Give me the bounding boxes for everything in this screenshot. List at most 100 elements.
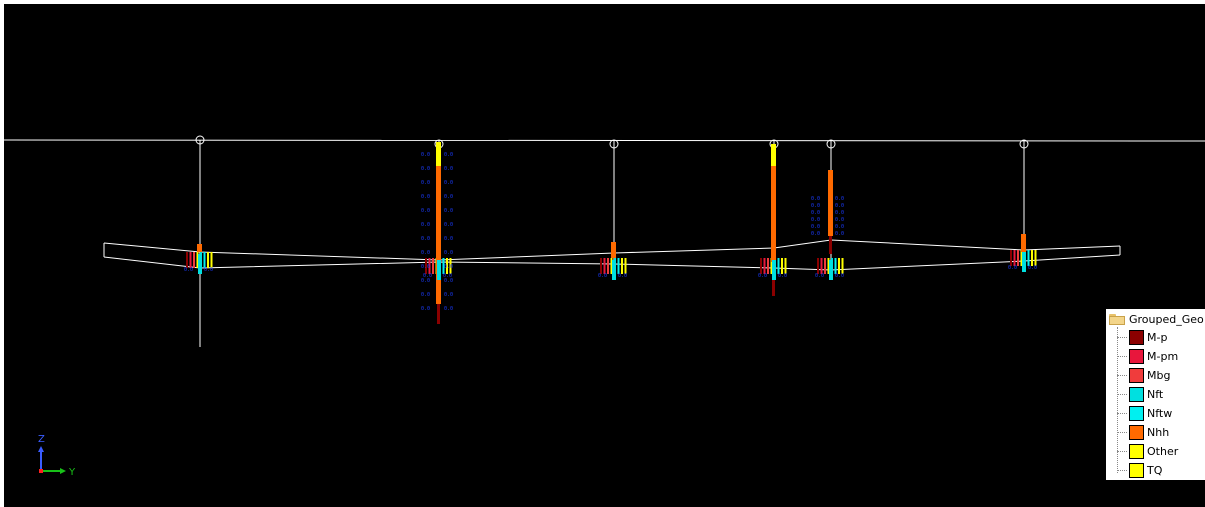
result-value-label: 0.0 — [835, 210, 844, 216]
legend-item-label: Nftw — [1147, 407, 1173, 420]
result-bar-m-pm — [1013, 250, 1016, 266]
result-value-label: 0.0 — [444, 292, 453, 298]
model-scene[interactable]: 0.0 0.00.0 0.00.0 0.00.0 0.00.0 0.00.0 0.00.0 0… — [4, 4, 1205, 507]
result-bar-nhh — [828, 170, 833, 236]
legend-swatch — [1129, 349, 1144, 364]
result-value-label: 0.0 — [444, 278, 453, 284]
result-value-label: 0.0 — [811, 231, 820, 237]
result-bar-m-p — [772, 280, 775, 296]
result-bar-tq — [1034, 250, 1037, 266]
legend-item-nhh[interactable]: Nhh — [1117, 423, 1169, 442]
node-marker — [609, 139, 619, 149]
result-bar-other — [838, 258, 840, 274]
result-value-label: 0.0 — [835, 224, 844, 230]
result-value-label: 0.0 — [835, 217, 844, 223]
result-bar-nftw — [203, 252, 206, 268]
legend-item-label: Nhh — [1147, 426, 1170, 439]
tree-branch — [1117, 337, 1127, 338]
result-value-label: 0.0 — [835, 196, 844, 202]
legend-panel[interactable]: Grouped_Geo M-p M-pm Mbg Nft Nftw Nhh Other TQ — [1106, 309, 1205, 480]
result-value-label: 0.0 — [444, 250, 453, 256]
legend-swatch — [1129, 463, 1144, 478]
result-bar-m-p — [186, 252, 188, 268]
legend-swatch — [1129, 368, 1144, 383]
result-value-label: 0.0 — [421, 250, 430, 256]
legend-item-other[interactable]: Other — [1117, 442, 1178, 461]
result-bar-nhh — [771, 162, 776, 262]
result-bar-m-pm — [428, 258, 431, 274]
legend-item-label: Nft — [1147, 388, 1164, 401]
result-diagrams: 0.0 0.00.0 0.00.0 0.00.0 0.00.0 0.00.0 0.00.0 0… — [184, 142, 1037, 324]
result-value-label: 0.0 — [444, 264, 453, 270]
legend-item-nft[interactable]: Nft — [1117, 385, 1163, 404]
result-bar-m-p — [1010, 250, 1012, 266]
result-value-label: 0.0 — [835, 273, 844, 279]
tree-branch — [1117, 394, 1127, 395]
legend-swatch — [1129, 387, 1144, 402]
result-bar-other — [610, 258, 613, 274]
legend-swatch — [1129, 406, 1144, 421]
result-value-label: 0.0 — [1008, 265, 1017, 271]
result-value-label: 0.0 — [444, 180, 453, 186]
result-value-label: 0.0 — [444, 208, 453, 214]
result-bar-m-p — [425, 258, 427, 274]
result-value-label: 0.0 — [421, 292, 430, 298]
result-bar-nft — [437, 260, 441, 280]
result-bar-m-p — [829, 236, 832, 254]
result-value-label: 0.0 — [444, 236, 453, 242]
result-bar-other — [196, 252, 199, 268]
result-value-label: 0.0 — [421, 166, 430, 172]
result-bar-tq — [784, 258, 787, 274]
result-value-label: 0.0 — [811, 224, 820, 230]
legend-item-m-pm[interactable]: M-pm — [1117, 347, 1178, 366]
result-bar-tq — [624, 258, 627, 274]
result-bar-m-pm — [820, 258, 823, 274]
result-value-label: 0.0 — [423, 273, 432, 279]
result-bar-nhh — [1021, 234, 1026, 252]
legend-item-m-p[interactable]: M-p — [1117, 328, 1167, 347]
result-bar-m-p — [760, 258, 762, 274]
result-value-label: 0.0 — [598, 273, 607, 279]
result-bar-mbg — [193, 252, 195, 268]
result-value-label: 0.0 — [811, 217, 820, 223]
tree-branch — [1117, 470, 1127, 471]
legend-item-tq[interactable]: TQ — [1117, 461, 1162, 480]
result-value-label: 0.0 — [811, 196, 820, 202]
result-value-label: 0.0 — [618, 273, 627, 279]
result-value-label: 0.0 — [421, 306, 430, 312]
result-bar-nft — [829, 260, 833, 280]
result-bar-m-p — [600, 258, 602, 274]
3d-viewport[interactable]: 0.0 0.0 0.0 0.0 0.0 0.0 0.0 0.0 0.0 0.0 0.0 0.0 0.0 0… — [4, 4, 1205, 507]
result-bar-m-p — [817, 258, 819, 274]
node-marker — [195, 135, 205, 145]
result-bar-tq — [449, 258, 452, 274]
result-bar-tq — [210, 252, 213, 268]
result-bar-nftw — [777, 258, 780, 274]
legend-swatch — [1129, 425, 1144, 440]
result-value-label: 0.0 — [443, 273, 452, 279]
result-value-label: 0.0 — [835, 203, 844, 209]
legend-item-nftw[interactable]: Nftw — [1117, 404, 1172, 423]
result-bar-m-pm — [189, 252, 192, 268]
tree-connector — [1117, 327, 1118, 473]
result-value-label: 0.0 — [421, 208, 430, 214]
result-bar-other — [770, 258, 773, 274]
result-bar-tq — [841, 258, 844, 274]
result-bar-tq — [771, 144, 776, 166]
result-bar-tq — [436, 142, 441, 166]
result-value-label: 0.0 — [421, 222, 430, 228]
result-bar-nft — [612, 260, 616, 280]
legend-group-row[interactable]: Grouped_Geo — [1109, 311, 1204, 327]
result-value-label: 0.0 — [444, 222, 453, 228]
result-bar-other — [1031, 250, 1033, 266]
legend-item-mbg[interactable]: Mbg — [1117, 366, 1170, 385]
result-bar-nft — [772, 260, 776, 280]
result-bar-mbg — [767, 258, 769, 274]
folder-icon — [1109, 313, 1125, 325]
result-value-label: 0.0 — [811, 203, 820, 209]
tree-branch — [1117, 432, 1127, 433]
result-value-label: 0.0 — [815, 273, 824, 279]
result-value-label: 0.0 — [421, 152, 430, 158]
result-bar-mbg — [432, 258, 434, 274]
result-bar-mbg — [607, 258, 609, 274]
